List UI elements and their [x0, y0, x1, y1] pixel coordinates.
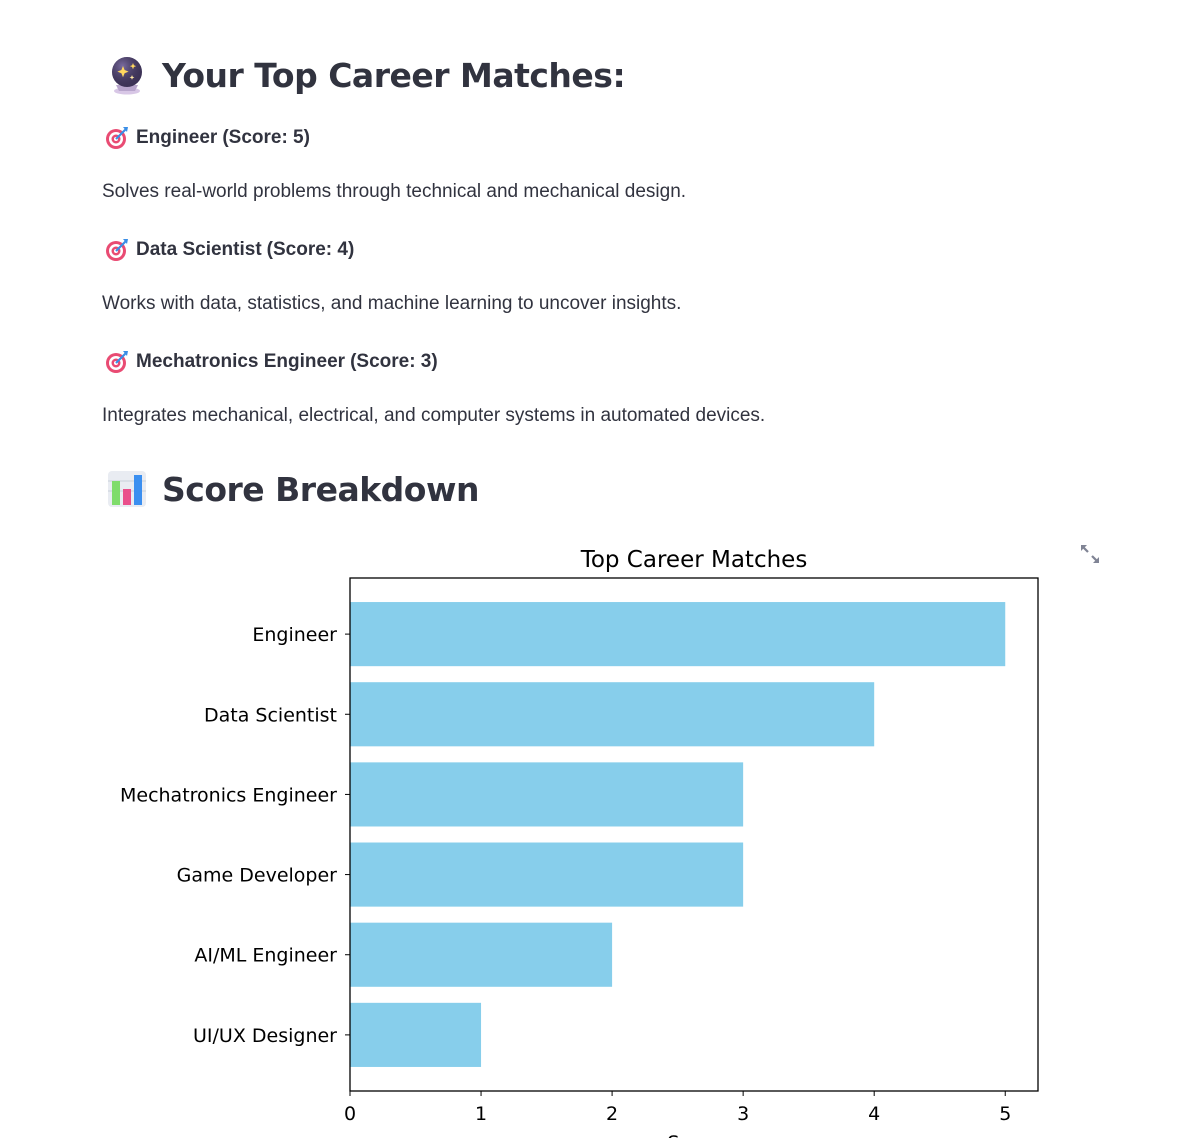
x-tick-label: 5 [999, 1103, 1011, 1125]
chart-bar [350, 1002, 482, 1067]
score-breakdown-title: Score Breakdown [162, 469, 479, 509]
bar-chart-icon [104, 469, 150, 509]
x-tick-label: 3 [737, 1103, 749, 1125]
top-matches-title: Your Top Career Matches: [162, 55, 626, 95]
match-name: Engineer [136, 127, 218, 148]
match-name: Data Scientist [136, 239, 262, 260]
match-description-1: Solves real-world problems through techn… [102, 181, 687, 202]
chart-bar [350, 682, 875, 747]
chart-bar [350, 602, 1006, 667]
chart-bar [350, 762, 744, 827]
y-tick-label: AI/ML Engineer [194, 945, 337, 967]
fullscreen-expand-icon [1081, 545, 1099, 563]
direct-hit-icon [104, 349, 130, 375]
match-description-2: Works with data, statistics, and machine… [102, 293, 682, 314]
match-name: Mechatronics Engineer [136, 351, 346, 372]
chart-title: Top Career Matches [580, 547, 808, 573]
top-matches-heading: Your Top Career Matches: [104, 55, 626, 95]
chart-bar [350, 842, 744, 907]
plot-frame [349, 577, 1039, 1092]
y-tick-label: Mechatronics Engineer [120, 784, 337, 806]
match-title-1: Engineer (Score: 5) [104, 125, 310, 151]
y-tick-label: Data Scientist [204, 704, 337, 726]
match-score: (Score: 4) [266, 239, 355, 260]
score-breakdown-heading: Score Breakdown [104, 469, 479, 509]
match-score: (Score: 5) [222, 127, 310, 148]
y-tick-label: UI/UX Designer [193, 1025, 337, 1047]
x-tick-label: 4 [868, 1103, 880, 1125]
direct-hit-icon [104, 125, 130, 151]
match-title-3: Mechatronics Engineer (Score: 3) [104, 349, 438, 375]
x-tick-label: 0 [344, 1103, 356, 1125]
chart-bar [350, 922, 613, 987]
x-axis-label: Score [667, 1132, 720, 1138]
y-tick-label: Engineer [252, 624, 337, 646]
score-breakdown-chart: Engineer Data Scientist Mechatronics Engin… [120, 547, 1039, 1138]
direct-hit-icon [104, 237, 130, 263]
crystal-ball-icon [104, 55, 150, 95]
y-tick-label: Game Developer [177, 865, 338, 887]
match-score: (Score: 3) [350, 351, 438, 372]
fullscreen-expand-button[interactable] [1078, 542, 1102, 566]
x-tick-label: 1 [475, 1103, 487, 1125]
x-tick-label: 2 [606, 1103, 618, 1125]
match-description-3: Integrates mechanical, electrical, and c… [102, 405, 766, 426]
match-title-2: Data Scientist (Score: 4) [104, 237, 354, 263]
